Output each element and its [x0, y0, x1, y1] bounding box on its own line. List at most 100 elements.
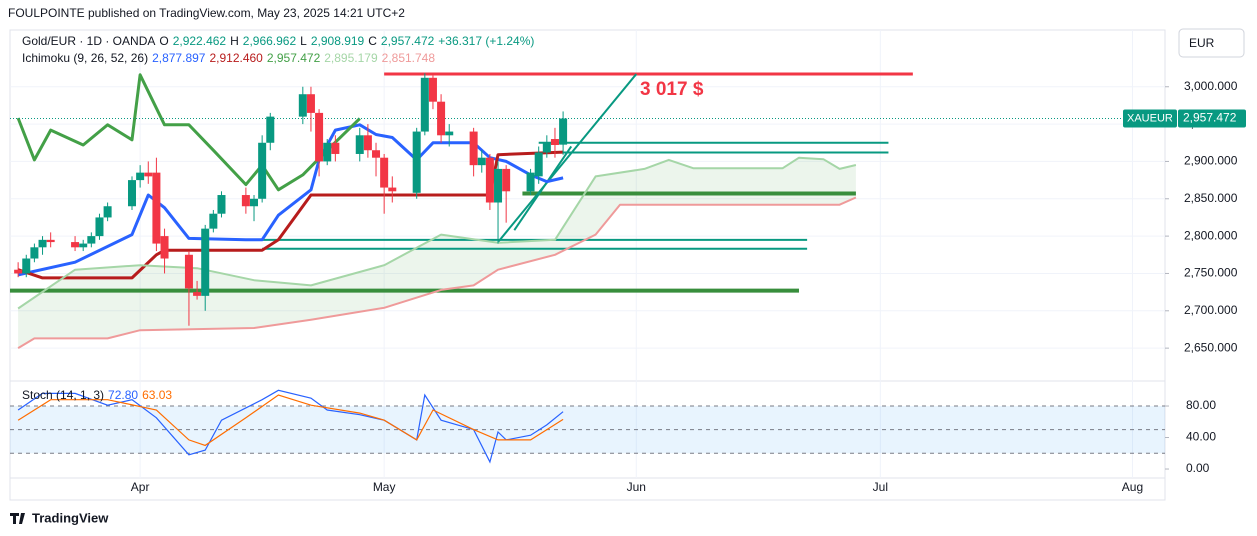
- indicator-value: 2,851.748: [382, 51, 436, 65]
- legend-row: Ichimoku (9, 26, 52, 26) 2,877.897 2,912.4…: [22, 51, 435, 65]
- candle-body: [445, 131, 454, 136]
- candle-body: [71, 242, 80, 248]
- ichimoku-line: [16, 73, 361, 192]
- ohlc-key: H: [230, 34, 239, 48]
- candle-body: [128, 180, 137, 207]
- x-tick-label: Jun: [627, 480, 646, 494]
- indicator-title: Ichimoku (9, 26, 52, 26): [22, 51, 148, 65]
- candle-body: [437, 101, 446, 136]
- candle-body: [38, 239, 47, 248]
- ohlc-value: 2,922.462: [173, 34, 227, 48]
- candle-body: [355, 135, 364, 154]
- candle-body: [266, 116, 275, 143]
- brand-logo: [10, 513, 25, 524]
- candle-body: [136, 172, 145, 181]
- ohlc-key: O: [159, 34, 168, 48]
- candle-body: [323, 142, 332, 162]
- candle-body: [412, 131, 421, 193]
- candle-body: [241, 195, 250, 207]
- candle-body: [502, 168, 511, 192]
- candle-body: [193, 292, 202, 296]
- candle-body: [542, 142, 551, 153]
- stoch-tick-label: 0.00: [1186, 461, 1210, 475]
- symbol-tag-label: XAUEUR: [1127, 112, 1173, 124]
- trendline: [513, 145, 573, 231]
- candle-body: [477, 157, 486, 166]
- y-tick-label: 2,800.000: [1184, 228, 1238, 242]
- candle-body: [485, 157, 494, 203]
- indicator-value: 2,957.472: [267, 51, 321, 65]
- candle-body: [331, 142, 340, 154]
- indicator-value: 72.80: [108, 388, 138, 402]
- indicator-value: 63.03: [142, 388, 172, 402]
- legend-row: Gold/EUR · 1D · OANDA O 2,922.462 H 2,966.96…: [22, 34, 534, 48]
- currency[interactable]: EUR: [1189, 36, 1215, 50]
- ichimoku-line: [17, 196, 857, 349]
- symbol-tag: [1123, 109, 1177, 128]
- candle-body: [103, 206, 112, 218]
- brand: TradingView: [32, 510, 109, 525]
- candle-body: [152, 172, 161, 244]
- indicator-title: Stoch (14, 1, 3): [22, 388, 104, 402]
- stoch-line: [17, 389, 564, 464]
- change: +36.317 (+1.24%): [438, 34, 534, 48]
- price-tag: [1178, 109, 1246, 128]
- candle-body: [534, 152, 543, 177]
- candle-body: [298, 94, 307, 117]
- candle-body: [494, 168, 503, 203]
- ohlc-key: C: [368, 34, 377, 48]
- candle-body: [95, 217, 104, 237]
- trendline: [497, 73, 638, 243]
- price-tag-label: 2,957.472: [1183, 111, 1237, 125]
- y-tick-label: 2,850.000: [1184, 191, 1238, 205]
- candle-body: [209, 213, 218, 229]
- candle-body: [22, 258, 31, 274]
- candle-body: [87, 236, 96, 244]
- stoch-line: [17, 394, 564, 447]
- candle-body: [372, 150, 381, 158]
- ichimoku-line: [17, 156, 857, 310]
- candle-body: [469, 131, 478, 166]
- y-tick-label: 2,650.000: [1184, 340, 1238, 354]
- indicator-value: 2,877.897: [152, 51, 206, 65]
- indicator-value: 2,895.179: [324, 51, 378, 65]
- candle-body: [144, 172, 153, 177]
- y-tick-label: 2,700.000: [1184, 303, 1238, 317]
- candle-body: [428, 77, 437, 102]
- candle-body: [526, 172, 535, 192]
- annotation: 3 017 $: [640, 79, 704, 100]
- candle-body: [306, 94, 315, 113]
- ohlc-key: L: [300, 34, 307, 48]
- candle-body: [559, 118, 568, 145]
- y-tick-label: 2,900.000: [1184, 154, 1238, 168]
- stoch-tick-label: 80.00: [1186, 398, 1216, 412]
- candle-body: [184, 254, 193, 289]
- indicator-value: 2,912.460: [209, 51, 263, 65]
- candle-body: [30, 247, 39, 259]
- candle-body: [201, 228, 210, 296]
- y-tick-label: 2,750.000: [1184, 266, 1238, 280]
- candle-body: [258, 142, 267, 199]
- candle-body: [420, 77, 429, 132]
- candle-body: [550, 139, 559, 146]
- stoch-tick-label: 40.00: [1186, 430, 1216, 444]
- candle-body: [363, 135, 372, 151]
- ohlc-value: 2,966.962: [243, 34, 297, 48]
- ohlc-value: 2,908.919: [311, 34, 365, 48]
- x-tick-label: Apr: [131, 480, 150, 494]
- y-tick-label: 3,000.000: [1184, 79, 1238, 93]
- currency-box[interactable]: [1178, 28, 1245, 58]
- ichimoku-cloud: [18, 157, 856, 349]
- candle-body: [380, 157, 389, 188]
- symbol-title: Gold/EUR · 1D · OANDA: [22, 34, 155, 48]
- x-tick-label: Aug: [1122, 480, 1143, 494]
- candle-body: [14, 269, 23, 274]
- candle-body: [388, 187, 397, 192]
- candle-body: [160, 236, 169, 259]
- candle-body: [250, 198, 259, 207]
- candle-body: [79, 243, 88, 248]
- x-tick-label: Jul: [873, 480, 888, 494]
- candle-body: [46, 239, 55, 243]
